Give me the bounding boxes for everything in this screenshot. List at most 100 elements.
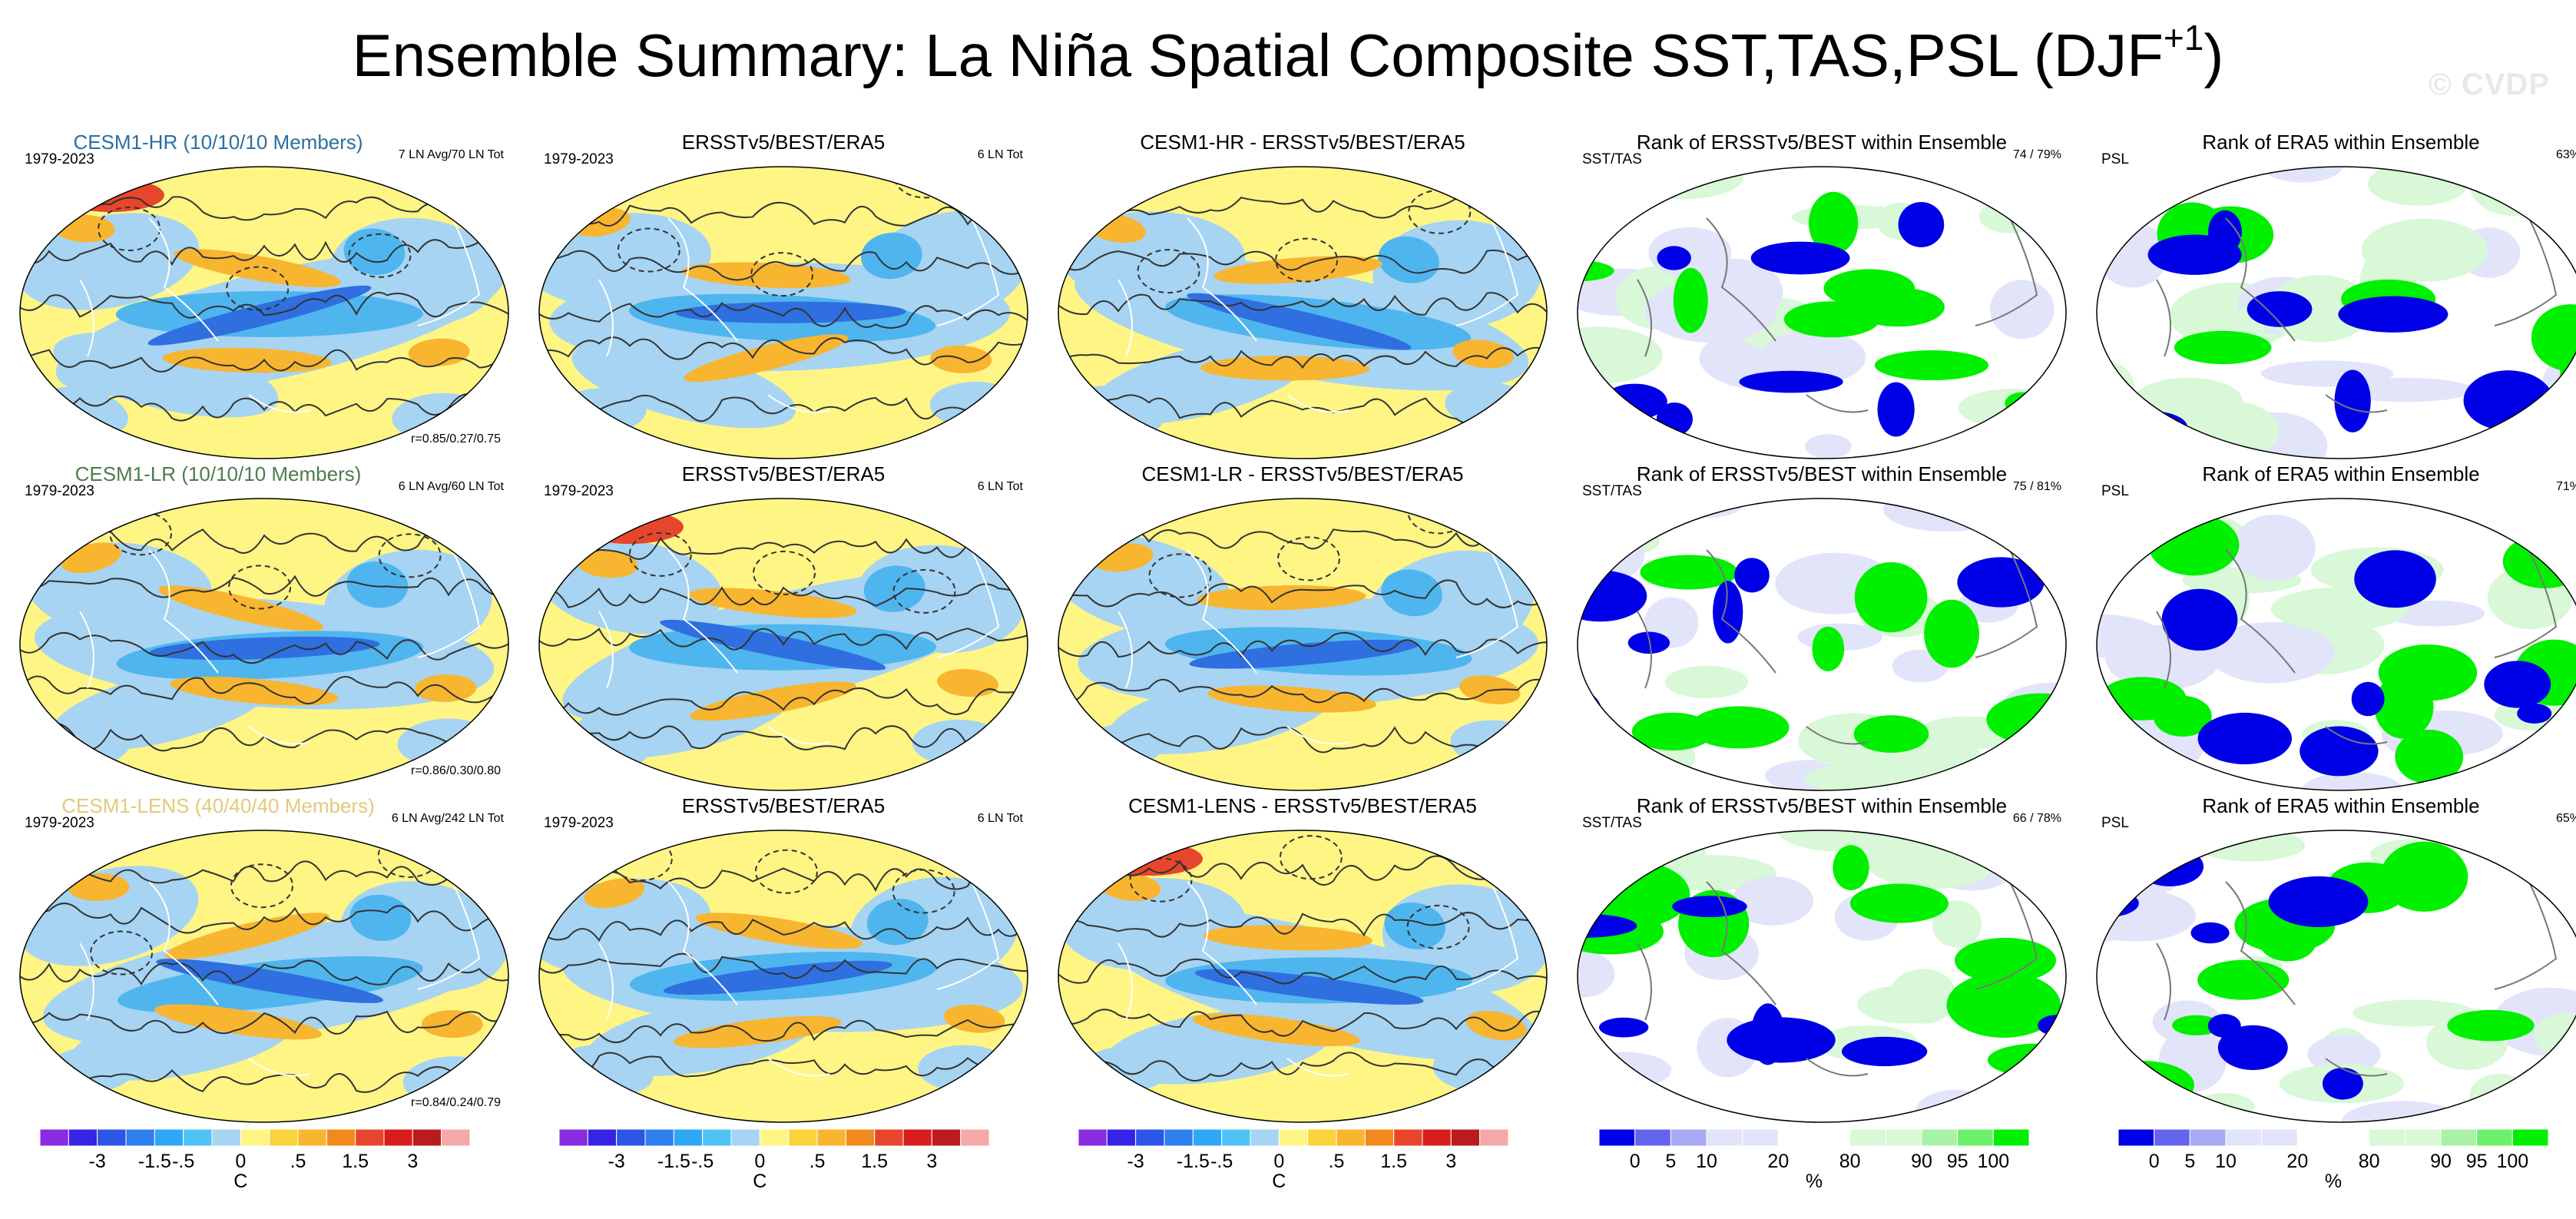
panel-count-label: 65% (2555, 812, 2576, 825)
colorbar-swatch (1813, 1128, 1851, 1147)
temperature-map (538, 166, 1028, 459)
temperature-map (19, 166, 509, 459)
rank-map (1577, 498, 2067, 791)
panel-count-label: 66 / 78% (2012, 812, 2061, 825)
colorbar-tick-label: 20 (1767, 1151, 1789, 1172)
colorbar-swatch (730, 1128, 760, 1147)
colorbar-swatch (558, 1128, 588, 1147)
colorbar-swatch (269, 1128, 299, 1147)
panel-period-label: 1979-2023 (544, 815, 614, 831)
colorbar-swatch (1221, 1128, 1251, 1147)
colorbar-swatch (1706, 1128, 1743, 1147)
colorbar-swatch (2404, 1128, 2442, 1147)
rank-psl-panel-row-2: Rank of ERA5 within Ensemble PSL 71% (2088, 462, 2576, 793)
colorbar-swatch (1364, 1128, 1395, 1147)
colorbar-swatch (1078, 1128, 1108, 1147)
colorbar-tick-label: 95 (1947, 1151, 1968, 1172)
colorbar-swatch (2369, 1128, 2405, 1147)
colorbar-tick-label: -.5 (691, 1151, 714, 1172)
colorbar-tick-label: 3 (407, 1151, 418, 1172)
colorbar-swatch (183, 1128, 213, 1147)
colorbar-tick-label: 20 (2286, 1151, 2308, 1172)
main-title: Ensemble Summary: La Niña Spatial Compos… (352, 18, 2224, 89)
temperature-map (19, 830, 509, 1123)
colorbar-swatch (1598, 1128, 1636, 1147)
panel-count-label: 6 LN Tot (977, 480, 1023, 493)
colorbar-swatch (1106, 1128, 1137, 1147)
colorbar-swatch (2189, 1128, 2227, 1147)
colorbar-swatch (616, 1128, 646, 1147)
rank-map (2096, 166, 2576, 459)
colorbar-swatch (874, 1128, 904, 1147)
colorbar-swatch (97, 1128, 127, 1147)
rank-psl-panel-row-1: Rank of ERA5 within Ensemble PSL 63% (2088, 131, 2576, 461)
colorbar-swatch (1777, 1128, 1815, 1147)
colorbar-tick-label: 90 (2430, 1151, 2452, 1172)
colorbar-swatch (211, 1128, 241, 1147)
colorbar-unit: C (1272, 1171, 1286, 1192)
panel-title: ERSSTv5/BEST/ERA5 (681, 462, 886, 485)
colorbar-swatch (902, 1128, 932, 1147)
panel-count-label: 6 LN Avg/60 LN Tot (398, 480, 504, 493)
colorbar-tick-label: 1.5 (861, 1151, 888, 1172)
colorbar-swatch (2511, 1128, 2549, 1147)
panel-period-label: 1979-2023 (25, 151, 94, 167)
colorbar-swatch (1422, 1128, 1452, 1147)
rank-sst-panel-row-3: Rank of ERSSTv5/BEST within Ensemble SST/… (1568, 794, 2075, 1125)
colorbar-swatch (68, 1128, 98, 1147)
colorbar-swatch (816, 1128, 846, 1147)
panel-count-label: 6 LN Avg/242 LN Tot (391, 812, 504, 825)
temperature-colorbar-2: -3 -1.5 -.5 0 .5 1.5 3 C (551, 1128, 997, 1198)
panel-period-label: SST/TAS (1582, 151, 1642, 167)
panel-title: ERSSTv5/BEST/ERA5 (681, 131, 886, 154)
colorbar-tick-label: 80 (1839, 1151, 1861, 1172)
panel-period-label: SST/TAS (1582, 483, 1642, 499)
colorbar-swatch (931, 1128, 962, 1147)
obs-composite-row-2: ERSSTv5/BEST/ERA5 1979-2023 6 LN Tot (530, 462, 1037, 793)
colorbar-swatch (383, 1128, 413, 1147)
panel-period-label: 1979-2023 (25, 483, 94, 499)
colorbar-unit: % (2325, 1171, 2342, 1192)
temperature-map (1058, 166, 1548, 459)
panel-period-label: 1979-2023 (25, 815, 94, 831)
panel-title: ERSSTv5/BEST/ERA5 (681, 794, 886, 817)
difference-composite-row-3: CESM1-LENS - ERSSTv5/BEST/ERA5 (1049, 794, 1556, 1125)
colorbar-unit: C (753, 1171, 767, 1192)
rank-colorbar-2: 0 5 10 20 80 90 95 100% (2111, 1128, 2556, 1198)
colorbar-swatch (1670, 1128, 1707, 1147)
panel-count-label: 71% (2555, 480, 2576, 493)
rank-sst-panel-row-1: Rank of ERSSTv5/BEST within Ensemble SST/… (1568, 131, 2075, 461)
colorbar-swatch (1250, 1128, 1280, 1147)
colorbar-swatch (1450, 1128, 1481, 1147)
colorbar-swatch (1164, 1128, 1194, 1147)
rank-map (2096, 830, 2576, 1123)
temperature-colorbar-1: -3 -1.5 -.5 0 .5 1.5 3 C (32, 1128, 478, 1198)
temperature-colorbar-3: -3 -1.5 -.5 0 .5 1.5 3 C (1071, 1128, 1516, 1198)
colorbar-tick-label: 0 (1630, 1151, 1641, 1172)
colorbar-unit: % (1806, 1171, 1823, 1192)
colorbar-swatch (1336, 1128, 1366, 1147)
panel-title: CESM1-LR - ERSSTv5/BEST/ERA5 (1141, 462, 1464, 485)
colorbar-swatch (412, 1128, 442, 1147)
rank-colorbar-1: 0 5 10 20 80 90 95 100% (1591, 1128, 2037, 1198)
colorbar-swatch (2440, 1128, 2478, 1147)
pattern-correlation-label: r=0.84/0.24/0.79 (411, 1096, 501, 1109)
colorbar-tick-label: -.5 (1210, 1151, 1233, 1172)
colorbar-swatch (788, 1128, 818, 1147)
panel-period-label: 1979-2023 (544, 483, 614, 499)
colorbar-swatch (326, 1128, 356, 1147)
colorbar-swatch (355, 1128, 385, 1147)
panel-title: Rank of ERSSTv5/BEST within Ensemble (1636, 462, 2008, 485)
colorbar-swatch (39, 1128, 69, 1147)
colorbar-tick-label: 10 (2215, 1151, 2237, 1172)
colorbar-tick-label: 0 (2149, 1151, 2160, 1172)
colorbar-tick-label: -3 (608, 1151, 625, 1172)
panel-title: Rank of ERSSTv5/BEST within Ensemble (1636, 131, 2008, 154)
colorbar-tick-label: .5 (1329, 1151, 1345, 1172)
cvdp-watermark: © CVDP (2429, 68, 2550, 101)
panel-title: Rank of ERA5 within Ensemble (2202, 462, 2480, 485)
colorbar-tick-label: .5 (290, 1151, 306, 1172)
pattern-correlation-label: r=0.85/0.27/0.75 (411, 432, 501, 446)
panel-title: CESM1-HR - ERSSTv5/BEST/ERA5 (1140, 131, 1465, 154)
colorbar-swatch (2333, 1128, 2370, 1147)
